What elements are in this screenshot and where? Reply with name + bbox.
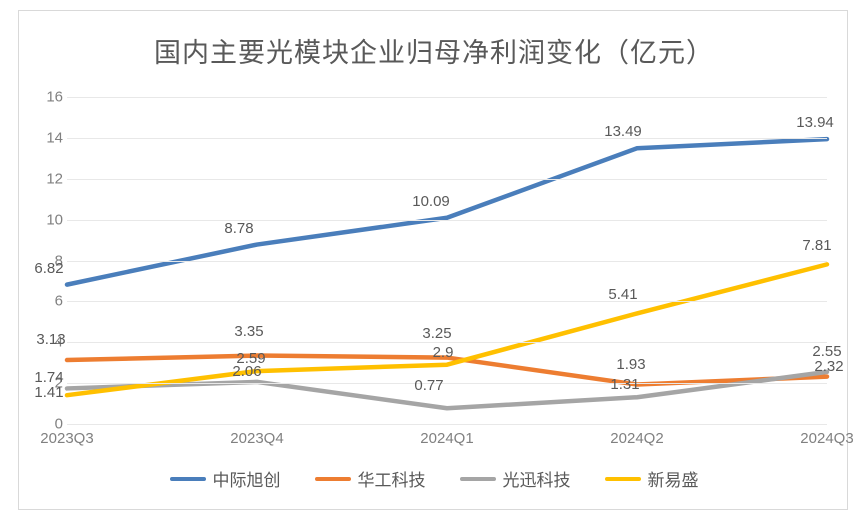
legend-item-新易盛[interactable]: 新易盛 xyxy=(604,466,699,491)
legend-item-华工科技[interactable]: 华工科技 xyxy=(314,466,426,491)
x-axis-tick-label: 2024Q3 xyxy=(800,430,854,447)
data-point-label: 13.94 xyxy=(796,114,834,132)
legend-item-中际旭创[interactable]: 中际旭创 xyxy=(169,466,281,491)
series-line xyxy=(64,136,830,287)
data-point-label: 3.35 xyxy=(234,322,264,340)
legend-line-icon xyxy=(459,476,496,481)
legend-item-label: 新易盛 xyxy=(647,471,699,490)
legend-line-icon xyxy=(169,476,206,481)
gridline xyxy=(67,342,827,344)
legend-item-label: 华工科技 xyxy=(357,471,426,490)
legend-item-光迅科技[interactable]: 光迅科技 xyxy=(459,466,571,491)
x-axis-tick-label: 2023Q4 xyxy=(230,430,284,447)
x-axis-tick-label: 2023Q3 xyxy=(40,430,94,447)
y-axis-tick-label: 14 xyxy=(46,129,63,147)
data-point-label: 1.41 xyxy=(34,384,64,402)
gridline xyxy=(67,301,827,303)
data-point-label: 6.82 xyxy=(34,259,64,277)
data-point-label: 10.09 xyxy=(412,192,450,210)
gridline xyxy=(67,424,827,425)
legend-item-label: 中际旭创 xyxy=(212,471,281,490)
gridline xyxy=(67,137,827,139)
data-point-label: 7.81 xyxy=(802,237,832,255)
y-axis-tick-label: 2 xyxy=(54,374,63,392)
data-point-label: 3.13 xyxy=(36,331,66,349)
data-point-label: 2.32 xyxy=(814,357,844,375)
data-point-label: 3.25 xyxy=(422,324,452,342)
data-point-label: 0.77 xyxy=(414,377,444,395)
x-axis-tick-label: 2024Q1 xyxy=(420,430,474,447)
y-axis-tick-label: 0 xyxy=(54,415,63,433)
series-line xyxy=(64,353,830,387)
data-point-label: 5.41 xyxy=(608,286,638,304)
gridline xyxy=(67,383,827,385)
chart-title: 国内主要光模块企业归母净利润变化（亿元） xyxy=(154,38,714,68)
data-point-label: 2.59 xyxy=(236,350,266,368)
y-axis-tick-label: 6 xyxy=(54,292,63,310)
data-point-label: 1.74 xyxy=(34,369,64,387)
data-point-label: 1.31 xyxy=(610,376,640,394)
legend-line-icon xyxy=(604,476,641,481)
y-axis-tick-label: 8 xyxy=(54,252,63,269)
y-axis-tick-label: 16 xyxy=(46,88,63,106)
series-line xyxy=(64,369,830,411)
chart-container: 国内主要光模块企业归母净利润变化（亿元） 0 2 4 6 8 10 12 14 16 6.82 8… xyxy=(18,10,854,510)
x-axis-tick-label: 2024Q2 xyxy=(610,430,664,447)
legend-line-icon xyxy=(314,476,351,481)
chart-legend: 中际旭创 华工科技 光迅科技 新易盛 xyxy=(19,466,849,491)
data-point-label: 8.78 xyxy=(224,219,254,237)
data-point-label: 2.55 xyxy=(812,342,842,360)
series-line xyxy=(64,262,830,398)
gridline xyxy=(67,260,827,262)
gridline xyxy=(67,219,827,221)
gridline xyxy=(67,178,827,180)
gridline xyxy=(67,97,827,98)
series-lines xyxy=(64,136,830,411)
data-point-label: 1.93 xyxy=(616,355,646,373)
x-axis: 2023Q3 2023Q4 2024Q1 2024Q2 2024Q3 xyxy=(40,430,853,458)
data-point-label: 2.9 xyxy=(432,343,454,361)
y-axis-tick-label: 4 xyxy=(54,333,63,351)
plot-area: 6.82 8.78 10.09 13.49 13.94 3.13 3.35 3.25 1.93 2… xyxy=(34,97,844,425)
data-point-label: 2.06 xyxy=(232,362,262,380)
y-axis-tick-label: 10 xyxy=(46,211,63,229)
y-axis: 0 2 4 6 8 10 12 14 16 xyxy=(19,89,63,433)
y-axis-tick-label: 12 xyxy=(46,170,63,188)
legend-item-label: 光迅科技 xyxy=(502,471,571,490)
data-point-label: 13.49 xyxy=(604,123,642,141)
